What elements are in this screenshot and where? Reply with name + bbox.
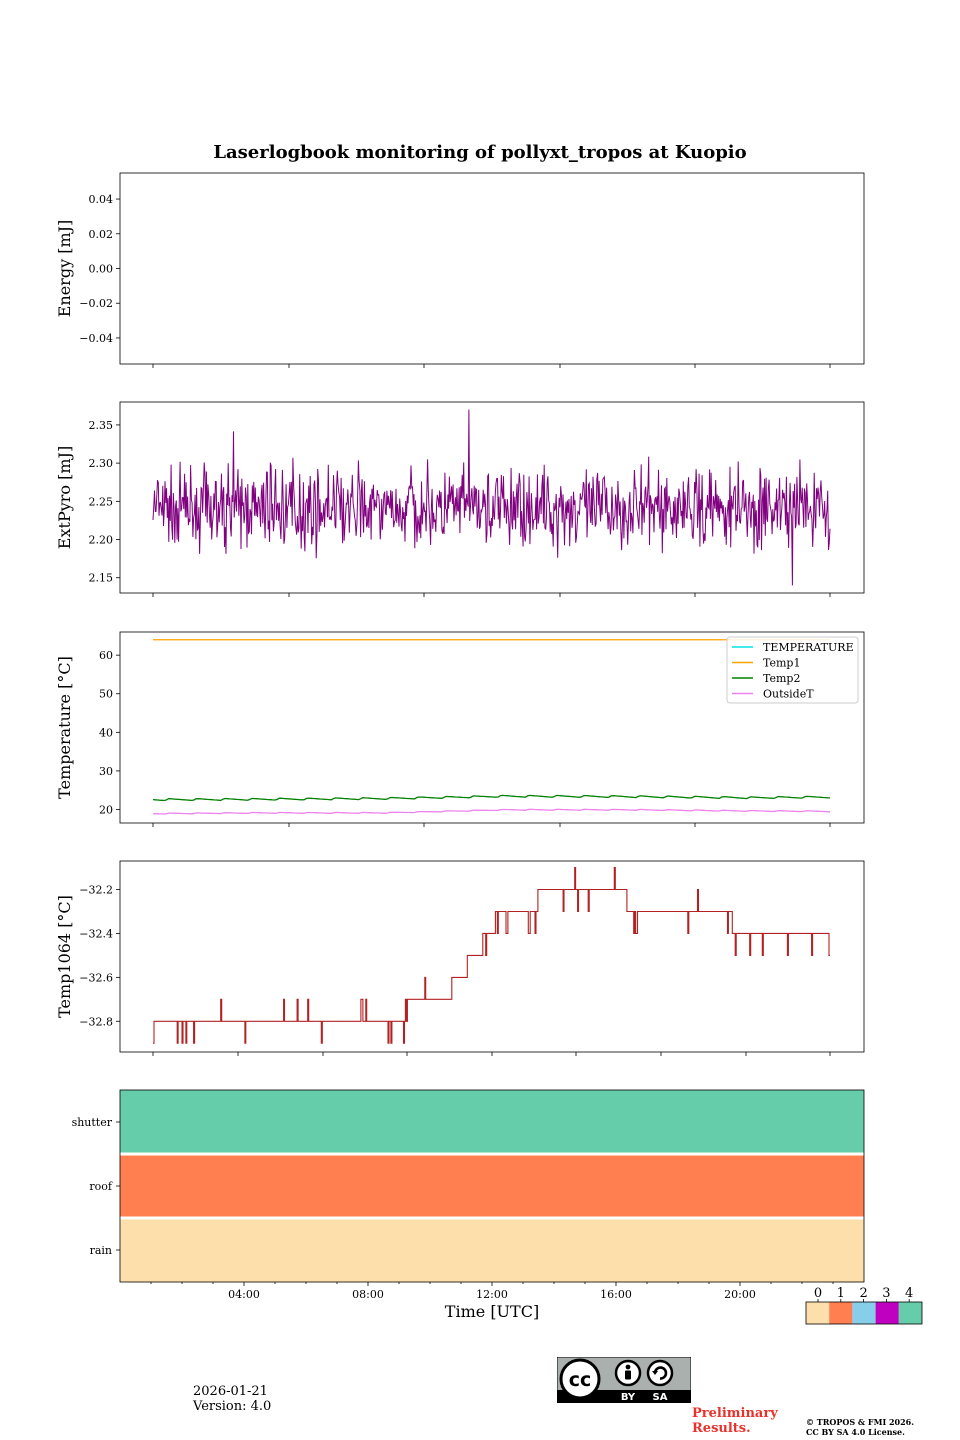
colorbar-swatch-2: [852, 1302, 876, 1324]
y-tick-label: −32.4: [79, 927, 113, 940]
colorbar-swatch-3: [875, 1302, 899, 1324]
panel-4: −32.2 −32.4 −32.6 −32.8 Temp1064 [°C]: [55, 860, 865, 1056]
panel-2: 2.35 2.30 2.25 2.20 2.15 ExtPyro [mJ]: [55, 401, 865, 597]
x-tick-label: 04:00: [228, 1288, 260, 1301]
y-tick-label: 2.35: [89, 419, 114, 432]
colorbar-label: 2: [859, 1286, 867, 1301]
license-sa-label: SA: [653, 1392, 668, 1403]
y-tick-label: 2.25: [89, 495, 114, 508]
version-info: 2026-01-21 Version: 4.0: [193, 1384, 271, 1414]
y-tick-label: 20: [99, 803, 113, 816]
y-tick-label: −0.02: [79, 297, 113, 310]
y-tick-label: 50: [99, 688, 113, 701]
legend-label: TEMPERATURE: [763, 641, 854, 654]
colorbar-label: 1: [837, 1286, 845, 1301]
status-band-shutter: [120, 1090, 864, 1154]
cc-icon: [559, 1358, 601, 1400]
y-tick-label: −32.8: [79, 1015, 113, 1028]
y-tick-label: −0.04: [79, 332, 113, 345]
x-tick-label: 08:00: [352, 1288, 384, 1301]
date-label: 2026-01-21: [193, 1384, 268, 1399]
y-axis-label: Energy [mJ]: [55, 220, 74, 318]
y-tick-label: 60: [99, 649, 113, 662]
plot-area: [119, 401, 865, 594]
legend-label: Temp2: [763, 672, 800, 685]
panel-3: 60 50 40 30 20 Temperature [°C] TEMPERATURE Tem…: [55, 631, 865, 827]
y-axis-label: Temperature [°C]: [55, 656, 74, 799]
colorbar-label: 3: [882, 1286, 890, 1301]
preliminary-line1: Preliminary: [692, 1406, 778, 1421]
colorbar-label: 4: [905, 1286, 913, 1301]
legend-label: OutsideT: [763, 688, 814, 701]
legend-label: Temp1: [763, 657, 800, 670]
license-by-label: BY: [621, 1392, 636, 1403]
panel-5: shutter roof rain 04:00 08:00 12:00 16:00 20:00…: [72, 1089, 923, 1325]
y-tick-label: 0.00: [89, 263, 114, 276]
preliminary-line2: Results.: [692, 1421, 751, 1436]
colorbar-frame: [805, 1301, 923, 1325]
preliminary-notice: Preliminary Results.: [692, 1406, 778, 1436]
status-band-rain: [120, 1218, 864, 1282]
y-tick-label: 2.20: [89, 534, 114, 547]
x-tick-label: 12:00: [476, 1288, 508, 1301]
y-tick-label: rain: [90, 1244, 112, 1257]
y-tick-label: −32.2: [79, 884, 113, 897]
temp1064-series-line: [153, 867, 830, 1044]
legend-box: [726, 636, 859, 704]
y-tick-label: 0.02: [89, 228, 114, 241]
panel-1: 0.04 0.02 0.00 −0.02 −0.04 Energy [mJ]: [55, 172, 865, 368]
y-axis-label: Temp1064 [°C]: [55, 895, 74, 1018]
copyright-line2: CC BY SA 4.0 License.: [806, 1427, 905, 1437]
y-tick-label: 2.30: [89, 457, 114, 470]
cc-license-badge: cc BY SA: [556, 1356, 692, 1404]
plot-area: [119, 172, 865, 365]
series-line-temp2: [152, 794, 831, 802]
copyright-line1: © TROPOS & FMI 2026.: [806, 1417, 915, 1427]
y-tick-label: shutter: [72, 1116, 113, 1129]
y-tick-label: −32.6: [79, 971, 113, 984]
extpyro-series-line: [152, 409, 831, 586]
x-tick-label: 20:00: [724, 1288, 756, 1301]
status-band-roof: [120, 1154, 864, 1218]
y-tick-label: 40: [99, 726, 113, 739]
colorbar-swatch-4: [898, 1302, 922, 1324]
y-tick-label: 2.15: [89, 572, 114, 585]
figure-title: Laserlogbook monitoring of pollyxt_tropo…: [213, 142, 746, 163]
colorbar-swatch-0: [806, 1302, 830, 1324]
share-alike-icon: [646, 1359, 674, 1387]
y-tick-label: roof: [89, 1180, 113, 1193]
copyright-notice: © TROPOS & FMI 2026. CC BY SA 4.0 Licens…: [806, 1417, 914, 1437]
plot-area: [119, 860, 865, 1053]
x-axis-label: Time [UTC]: [445, 1302, 539, 1321]
legend: TEMPERATURE Temp1 Temp2 OutsideT: [726, 636, 859, 704]
colorbar-label: 0: [814, 1286, 822, 1301]
x-tick-label: 16:00: [600, 1288, 632, 1301]
y-tick-label: 30: [99, 765, 113, 778]
colorbar-swatch-1: [829, 1302, 853, 1324]
y-axis-label: ExtPyro [mJ]: [55, 446, 74, 549]
version-label: Version: 4.0: [193, 1399, 272, 1414]
y-tick-label: 0.04: [89, 193, 114, 206]
svg-text:cc: cc: [569, 1369, 592, 1391]
series-line-outsidet: [152, 808, 831, 815]
